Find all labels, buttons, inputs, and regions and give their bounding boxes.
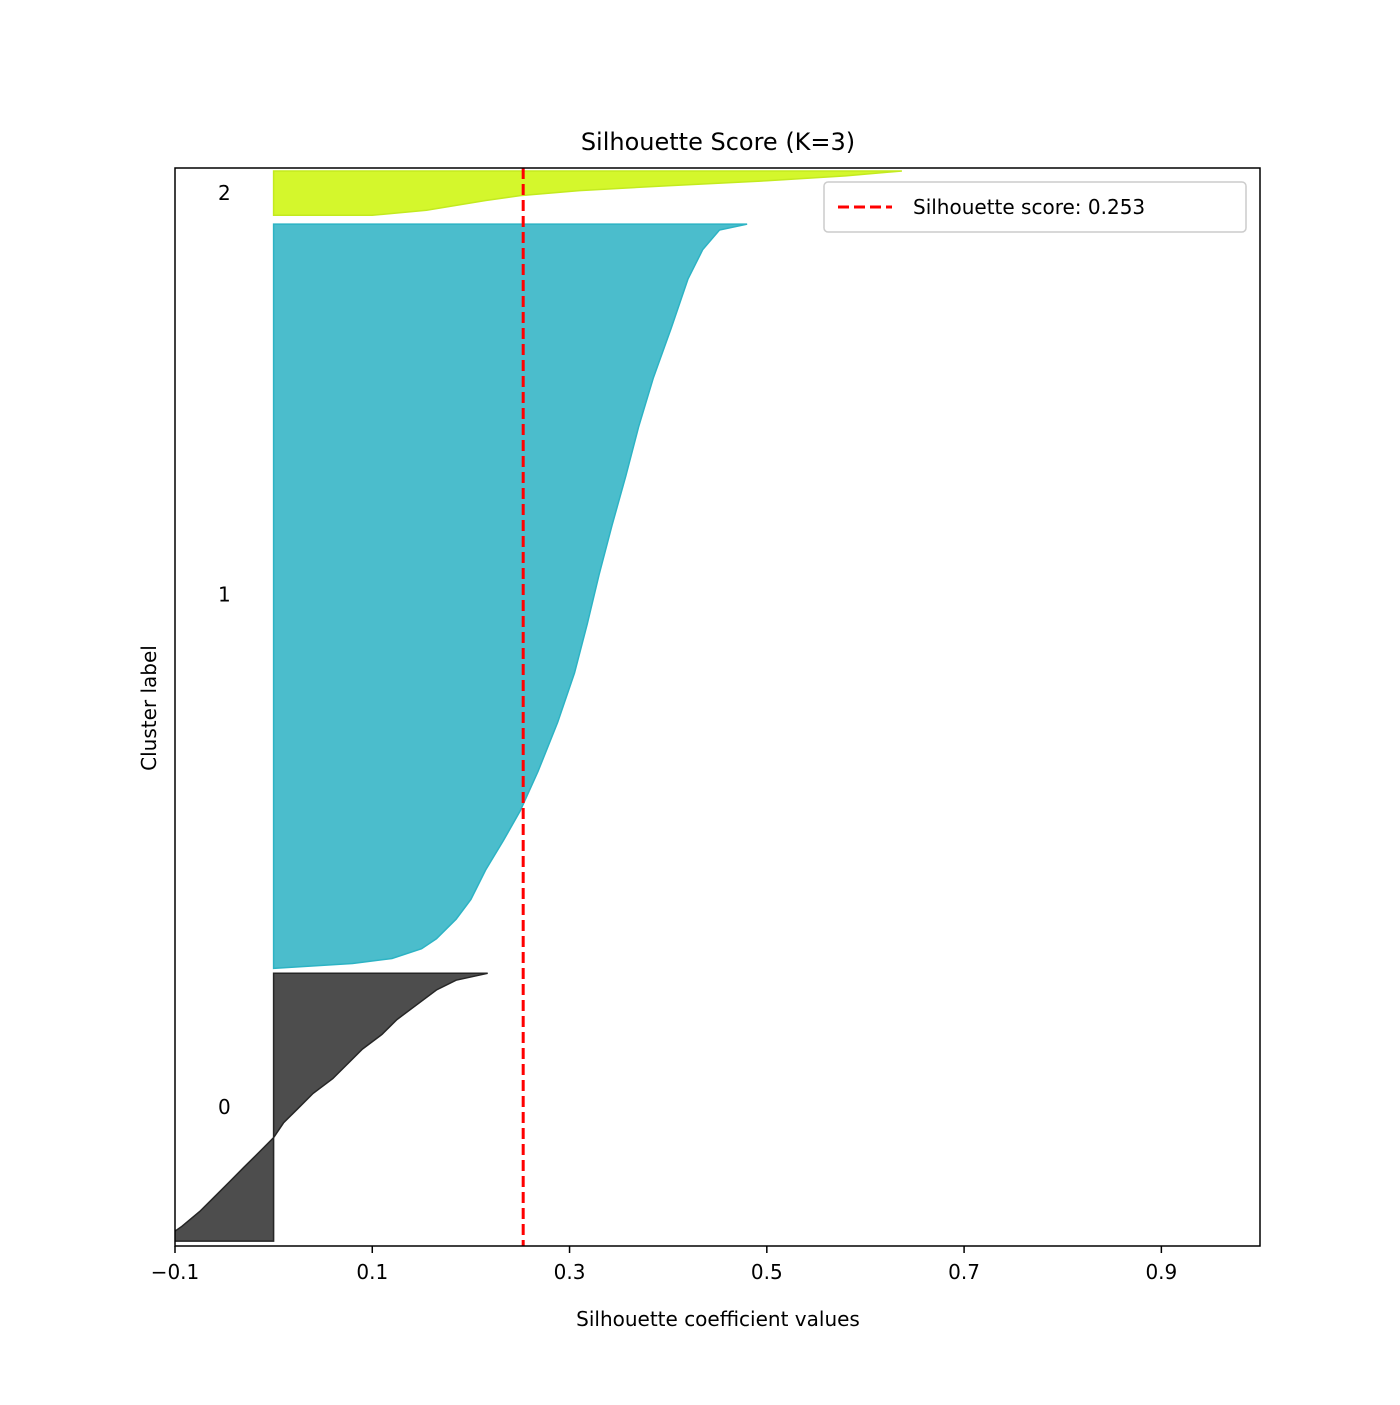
legend-box	[823, 181, 1247, 233]
cluster-1-label: 1	[218, 582, 231, 606]
legend: Silhouette score: 0.253	[823, 181, 1247, 233]
axes: −0.1 0.1 0.3 0.5 0.7 0.9	[151, 167, 1261, 1284]
legend-label: Silhouette score: 0.253	[913, 195, 1145, 219]
x-tick-label: 0.9	[1145, 1260, 1177, 1284]
x-tick-label: 0.3	[554, 1260, 586, 1284]
cluster-1-silhouette	[272, 223, 748, 970]
x-tick-label: 0.5	[751, 1260, 783, 1284]
cluster-0-silhouette	[175, 972, 488, 1242]
y-axis-label: Cluster label	[137, 645, 161, 771]
axes-frame	[174, 167, 1261, 1247]
cluster-2-silhouette	[272, 170, 902, 217]
x-axis-label: Silhouette coefficient values	[576, 1307, 860, 1331]
x-tick-label: 0.7	[948, 1260, 980, 1284]
chart-title: Silhouette Score (K=3)	[581, 128, 855, 156]
x-tick-label: 0.1	[356, 1260, 388, 1284]
cluster-0-label: 0	[218, 1095, 231, 1119]
cluster-2-label: 2	[218, 181, 231, 205]
x-tick-label: −0.1	[151, 1260, 200, 1284]
plot-area: 0 1 2	[175, 168, 902, 1246]
